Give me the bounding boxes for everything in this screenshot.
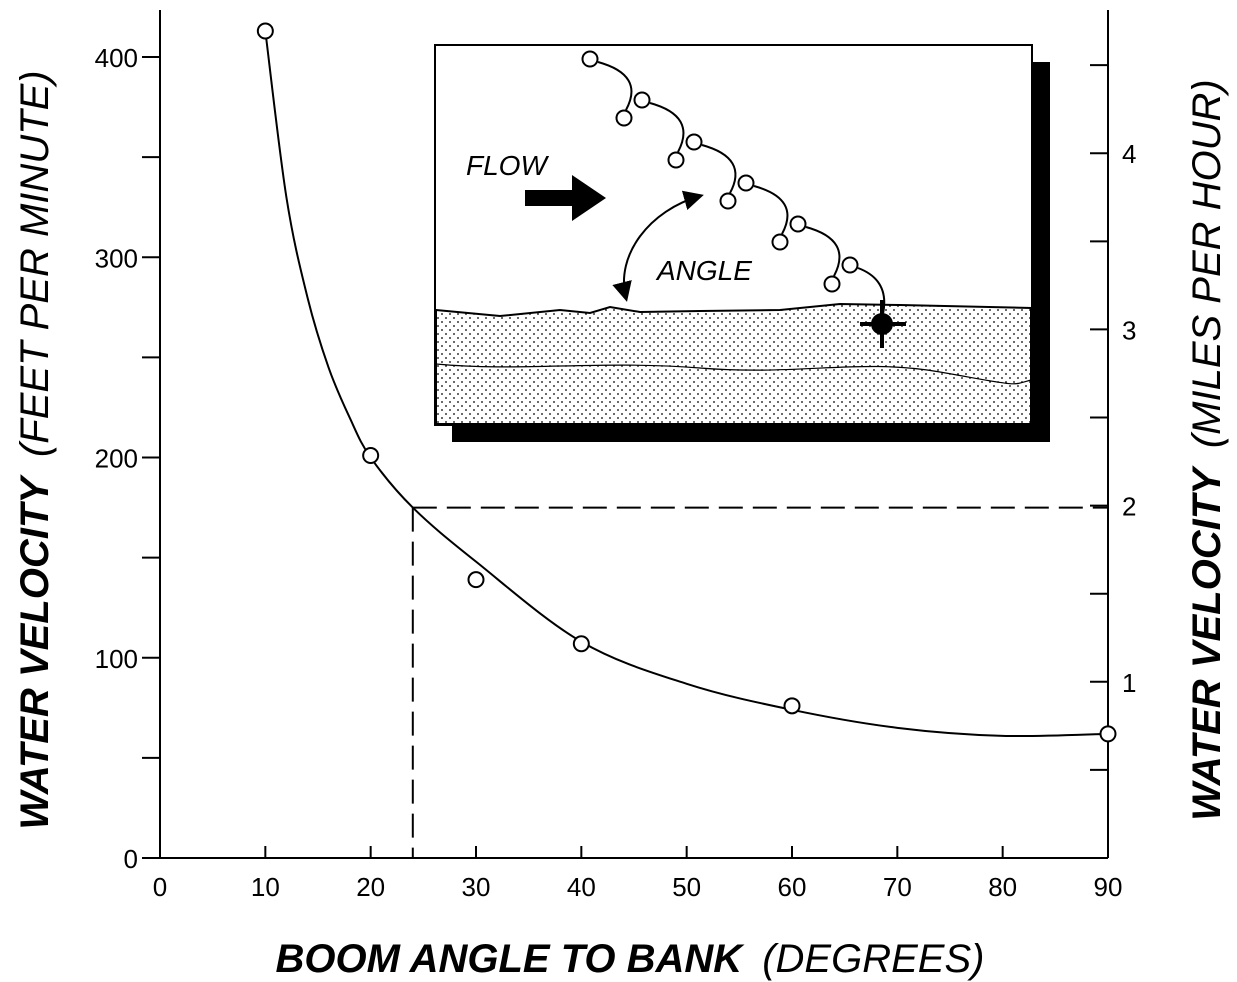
x-tick-label: 90 xyxy=(1094,872,1123,902)
data-point xyxy=(785,698,800,713)
x-tick-label: 0 xyxy=(153,872,167,902)
y-axis-title: WATER VELOCITY (FEET PER MINUTE) xyxy=(13,70,57,829)
y-tick-label: 300 xyxy=(95,243,138,273)
x-tick-label: 50 xyxy=(672,872,701,902)
data-point xyxy=(574,636,589,651)
x-label-unit: (DEGREES) xyxy=(762,937,984,981)
y2-label: WATER VELOCITY xyxy=(1185,465,1229,821)
y-tick-label: 0 xyxy=(124,844,138,874)
data-point xyxy=(469,572,484,587)
x-tick-label: 80 xyxy=(988,872,1017,902)
y-label-unit: (FEET PER MINUTE) xyxy=(13,70,57,457)
y-tick-label: 400 xyxy=(95,43,138,73)
y2-tick-label: 3 xyxy=(1122,315,1136,345)
inset-diagram: FLOW ANGLE xyxy=(435,45,1050,442)
annotation: FLOW xyxy=(466,150,549,181)
y2-tick-label: 1 xyxy=(1122,668,1136,698)
x-tick-label: 20 xyxy=(356,872,385,902)
y-tick-label: 200 xyxy=(95,444,138,474)
y2-tick-label: 4 xyxy=(1122,139,1136,169)
data-point xyxy=(1101,726,1116,741)
x-axis-title: BOOM ANGLE TO BANK (DEGREES) xyxy=(276,937,985,981)
x-tick-label: 40 xyxy=(567,872,596,902)
y2-axis-title: WATER VELOCITY (MILES PER HOUR) xyxy=(1185,79,1229,821)
x-tick-label: 30 xyxy=(462,872,491,902)
y-label: WATER VELOCITY xyxy=(13,474,57,830)
data-point xyxy=(258,24,273,39)
x-tick-label: 60 xyxy=(778,872,807,902)
data-point xyxy=(363,448,378,463)
x-tick-label: 70 xyxy=(883,872,912,902)
x-tick-label: 10 xyxy=(251,872,280,902)
y2-tick-label: 2 xyxy=(1122,492,1136,522)
y-tick-label: 100 xyxy=(95,644,138,674)
y2-label-unit: (MILES PER HOUR) xyxy=(1185,79,1229,448)
chart: FLOW ANGLE WATER VELOCITY (FEET PER MINUT… xyxy=(0,0,1237,982)
annotation: ANGLE xyxy=(655,255,752,286)
x-label: BOOM ANGLE TO BANK xyxy=(276,937,746,981)
